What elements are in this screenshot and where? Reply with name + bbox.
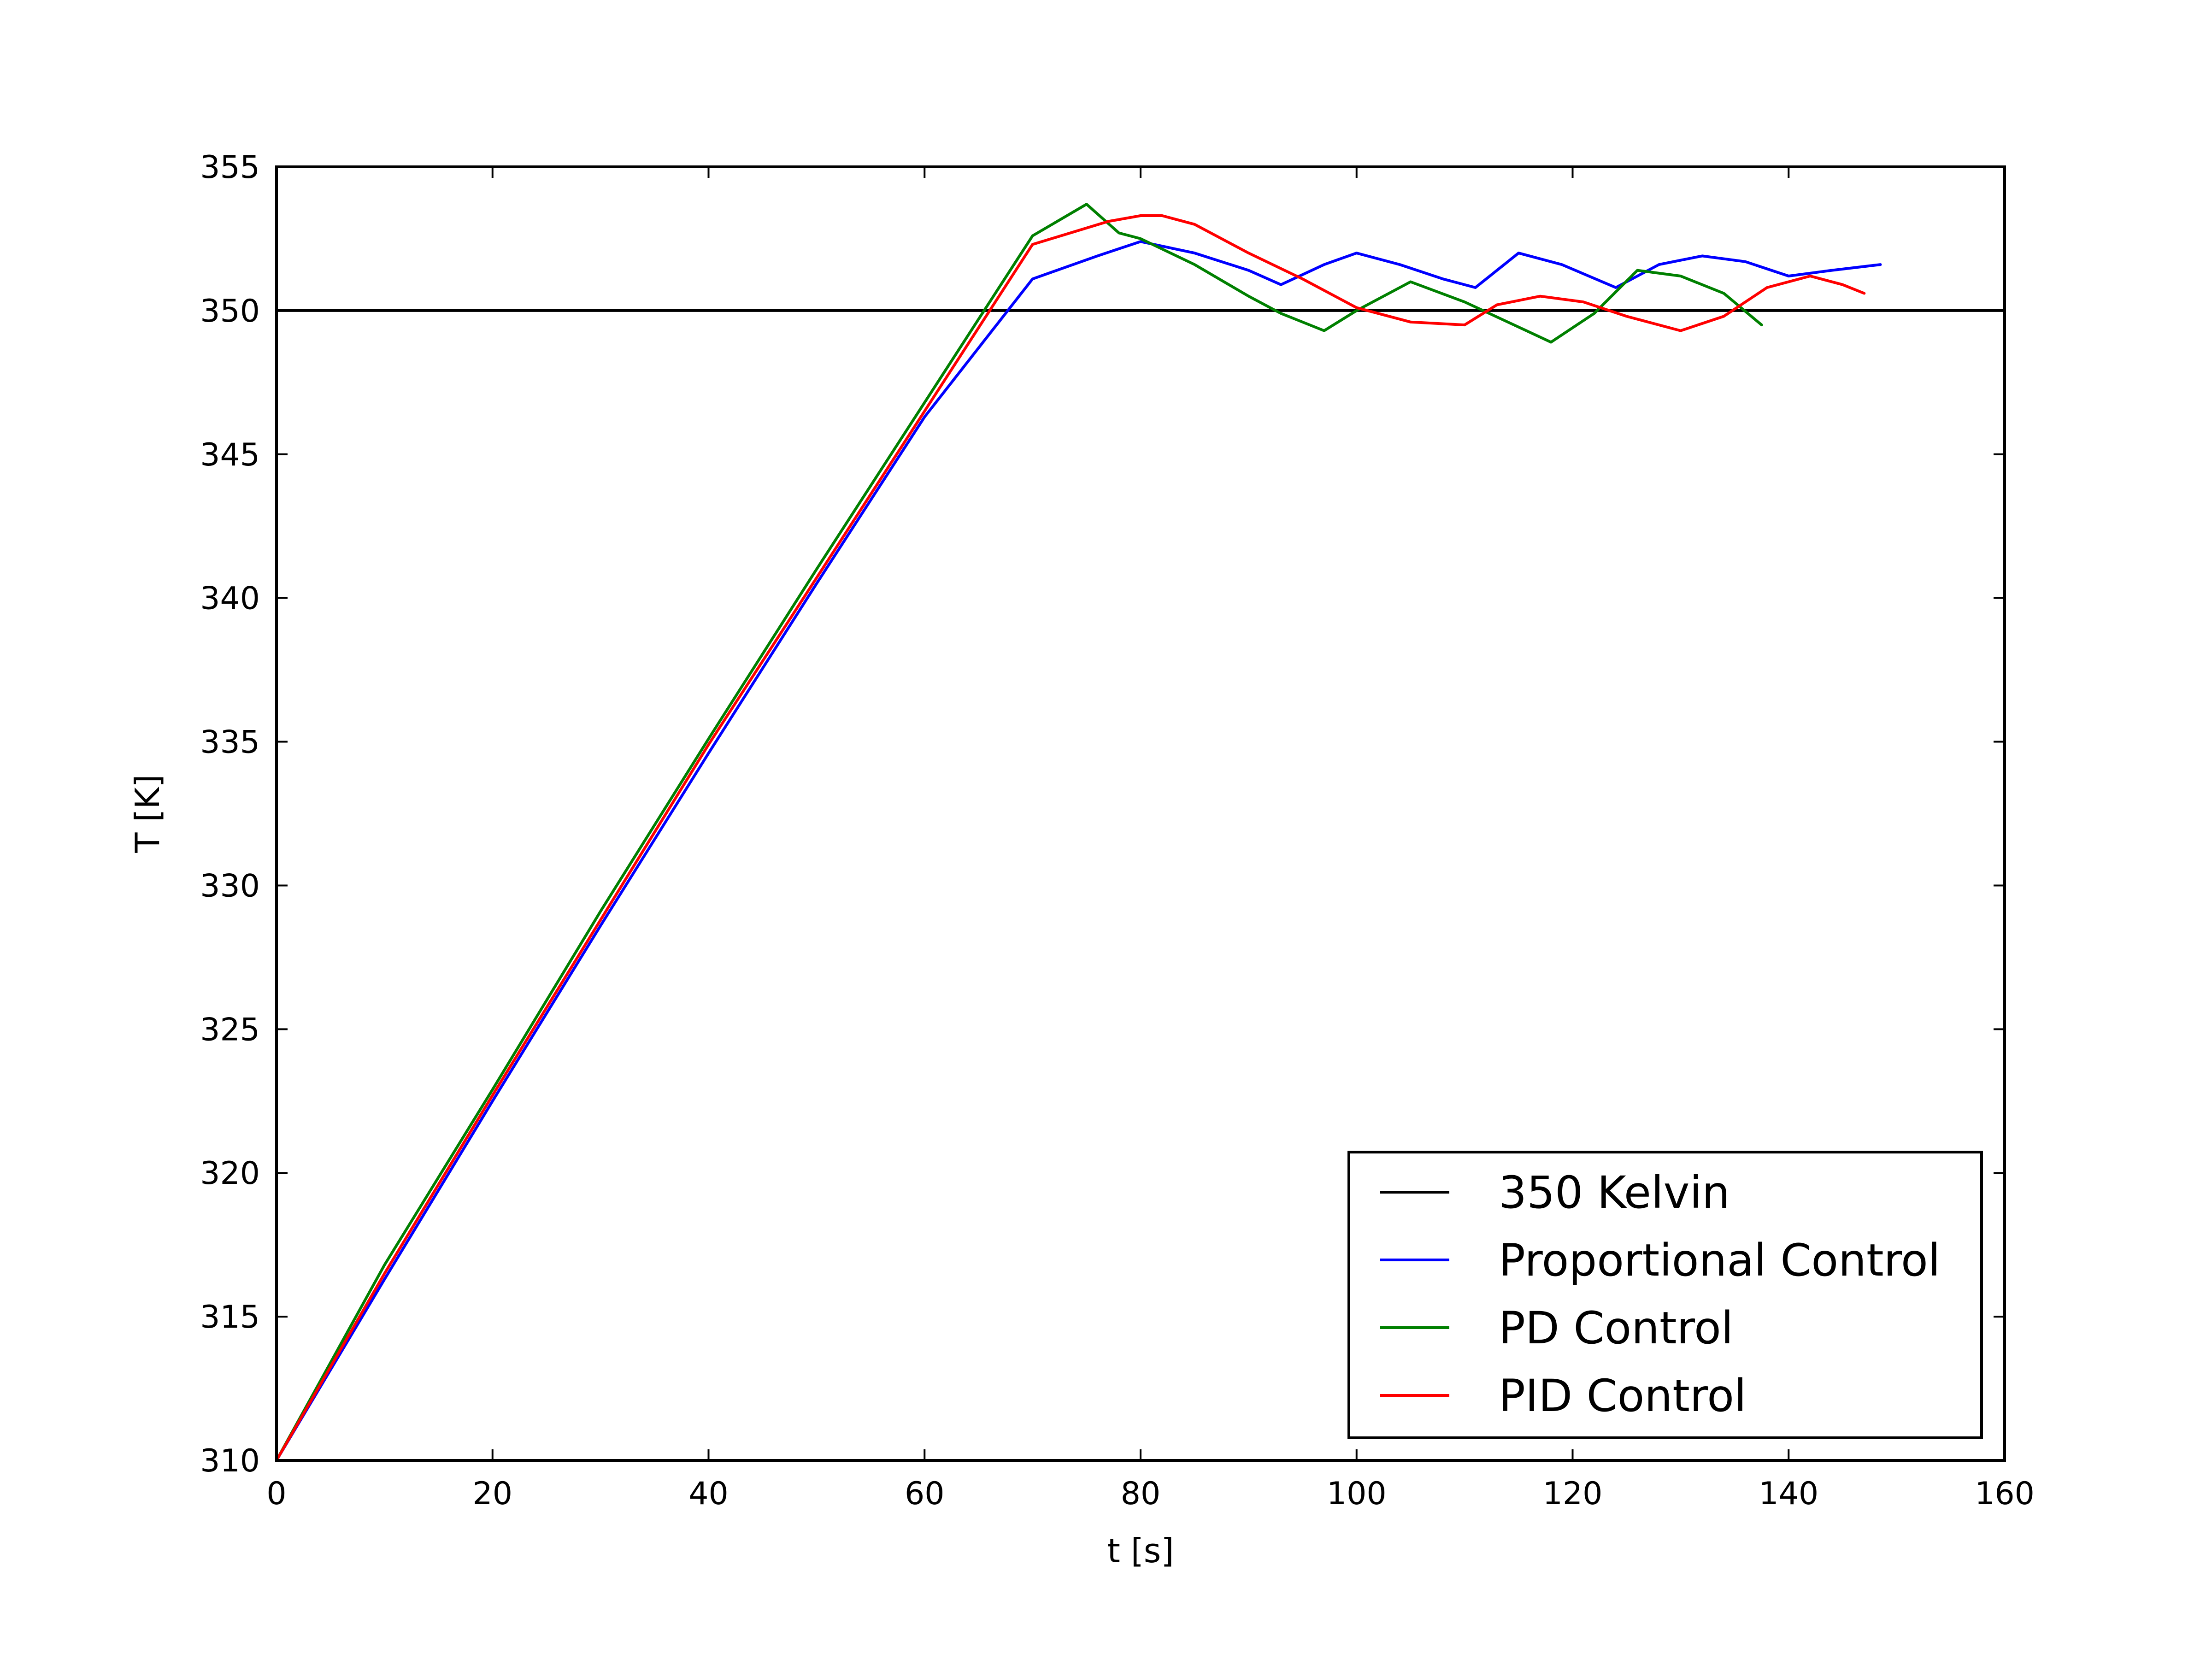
legend-label-proportional-control: Proportional Control	[1499, 1235, 1940, 1286]
legend-label-350-kelvin: 350 Kelvin	[1499, 1167, 1730, 1218]
y-tick-label: 355	[200, 149, 260, 186]
y-tick-label: 320	[200, 1155, 260, 1192]
x-tick-label: 20	[472, 1476, 512, 1512]
legend-label-pd-control: PD Control	[1499, 1302, 1733, 1354]
y-tick-label: 330	[200, 868, 260, 904]
x-tick-label: 100	[1327, 1476, 1387, 1512]
y-axis-label: T [K]	[128, 774, 167, 853]
x-tick-label: 120	[1543, 1476, 1603, 1512]
plot-frame	[275, 165, 2006, 1462]
y-tick-label: 310	[200, 1443, 260, 1479]
x-tick-label: 140	[1759, 1476, 1818, 1512]
x-tick-label: 80	[1121, 1476, 1161, 1512]
series-line-proportional-control	[276, 240, 1882, 1460]
series-line-pd-control	[276, 203, 1763, 1460]
tick-labels-layer: 0 20 40 60 80 100 120 140 160 310 315 320 325 330 335 3…	[200, 149, 2035, 1512]
x-tick-label: 0	[266, 1476, 286, 1512]
x-tick-label: 40	[688, 1476, 729, 1512]
y-tick-label: 335	[200, 724, 260, 761]
legend-label-pid-control: PID Control	[1499, 1370, 1747, 1422]
y-tick-label: 350	[200, 293, 260, 329]
series-layer	[276, 203, 2005, 1460]
y-tick-label: 325	[200, 1012, 260, 1048]
x-tick-label: 60	[905, 1476, 945, 1512]
y-tick-label: 315	[200, 1299, 260, 1335]
y-tick-label: 340	[200, 581, 260, 617]
x-tick-label: 160	[1975, 1476, 2035, 1512]
x-axis-label: t [s]	[1107, 1531, 1174, 1570]
legend: 350 Kelvin Proportional Control PD Control…	[1347, 1151, 1983, 1439]
series-line-pid-control	[276, 214, 1866, 1460]
legend-box	[1347, 1151, 1983, 1439]
y-tick-label: 345	[200, 437, 260, 473]
